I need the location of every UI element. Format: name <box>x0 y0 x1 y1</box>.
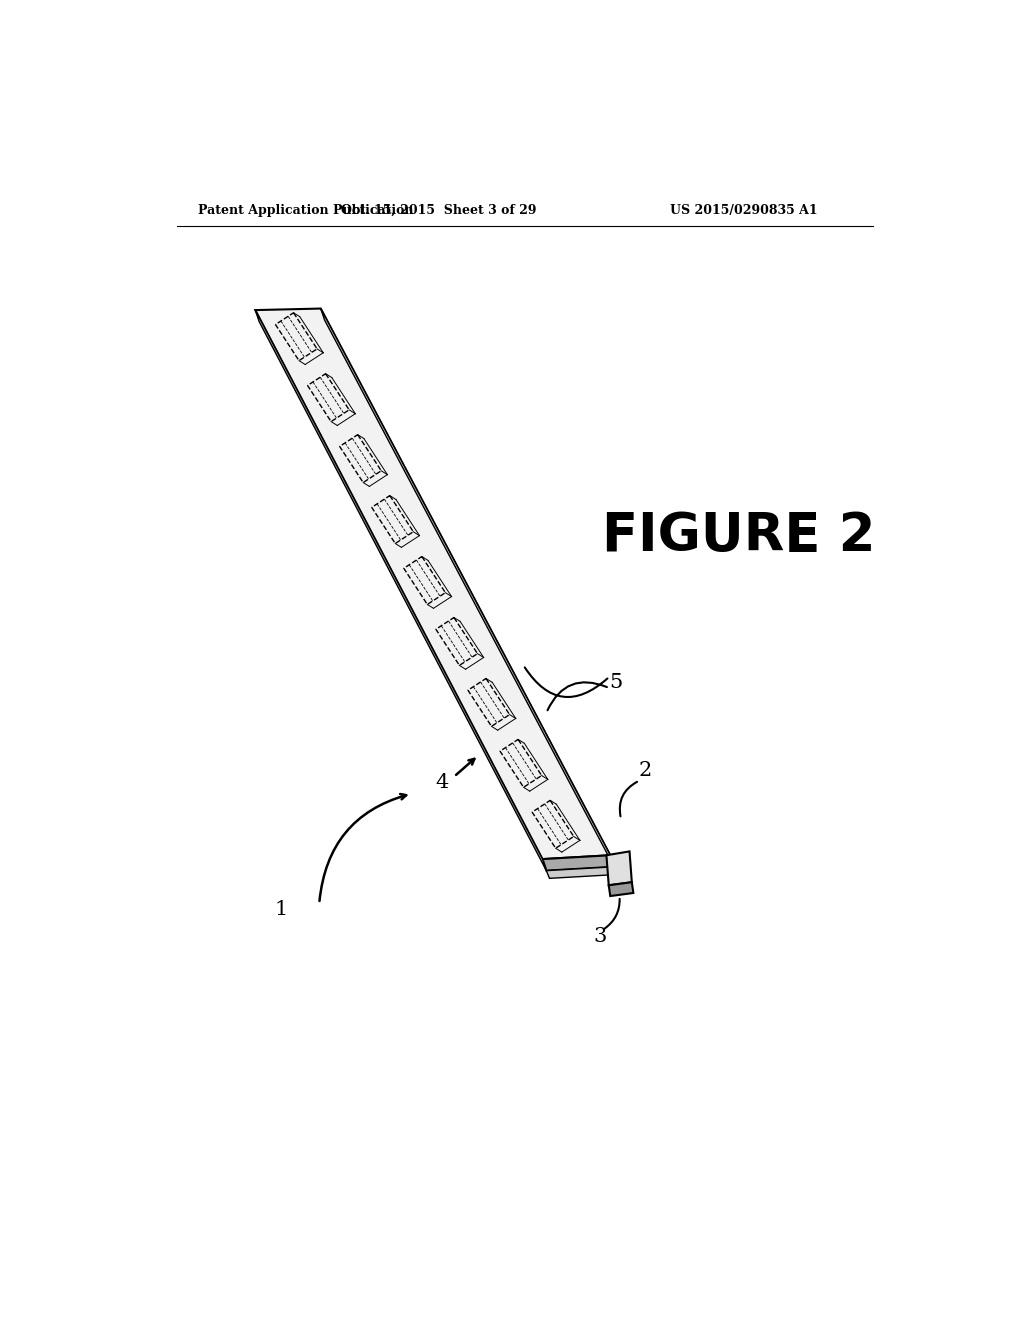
Polygon shape <box>608 882 634 896</box>
Polygon shape <box>255 309 610 859</box>
Text: 1: 1 <box>274 900 288 919</box>
Text: 5: 5 <box>609 672 623 692</box>
Polygon shape <box>543 855 614 871</box>
Text: Patent Application Publication: Patent Application Publication <box>199 205 414 218</box>
Polygon shape <box>606 851 632 886</box>
Text: 2: 2 <box>638 762 651 780</box>
Polygon shape <box>321 309 614 867</box>
Text: Oct. 15, 2015  Sheet 3 of 29: Oct. 15, 2015 Sheet 3 of 29 <box>341 205 537 218</box>
Polygon shape <box>547 867 617 878</box>
Text: US 2015/0290835 A1: US 2015/0290835 A1 <box>670 205 817 218</box>
Text: 4: 4 <box>436 772 450 792</box>
Polygon shape <box>255 310 547 871</box>
Text: 3: 3 <box>594 927 607 945</box>
Text: FIGURE 2: FIGURE 2 <box>602 510 876 562</box>
